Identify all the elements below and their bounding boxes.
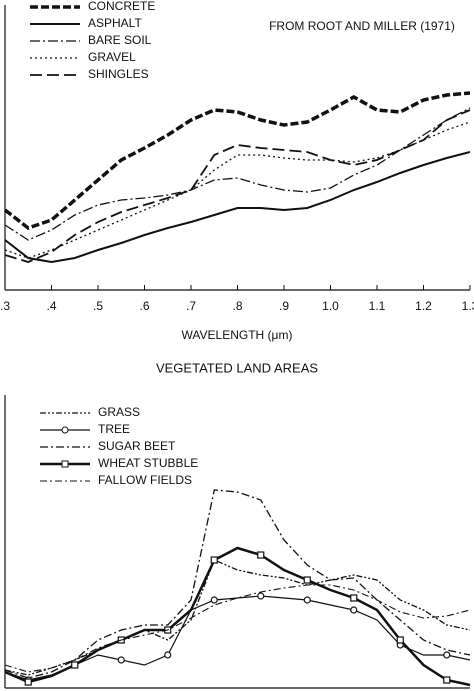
line-series: [4, 107, 471, 241]
x-tick-label: .8: [232, 299, 242, 313]
marker: [443, 676, 451, 684]
marker: [210, 596, 218, 604]
line-series: [4, 151, 471, 264]
x-tick-label: .9: [279, 299, 289, 313]
legend-label: ASPHALT: [88, 16, 142, 30]
x-tick-label: .5: [93, 299, 103, 313]
legend-label: CONCRETE: [88, 0, 155, 13]
legend-label: SHINGLES: [88, 67, 149, 81]
marker: [350, 606, 358, 614]
marker: [396, 636, 404, 644]
marker: [303, 596, 311, 604]
legend-marker: [61, 426, 69, 434]
marker: [257, 592, 265, 600]
legend-label: WHEAT STUBBLE: [98, 456, 198, 470]
legend-label: GRAVEL: [88, 50, 136, 64]
legend-marker: [61, 460, 69, 468]
legend-label: TREE: [98, 422, 130, 436]
marker: [257, 551, 265, 559]
marker: [303, 576, 311, 584]
marker: [24, 678, 32, 686]
marker: [71, 661, 79, 669]
x-tick-label: .3: [0, 299, 10, 313]
x-tick-label: 1.0: [322, 299, 339, 313]
x-tick-label: .7: [186, 299, 196, 313]
marker: [443, 651, 451, 659]
marker: [210, 556, 218, 564]
legend-label: GRASS: [98, 405, 140, 419]
legend-label: FALLOW FIELDS: [98, 473, 192, 487]
line-series: [4, 584, 471, 673]
marker: [350, 594, 358, 602]
line-series: [4, 109, 471, 263]
x-tick-label: 1.2: [415, 299, 432, 313]
x-tick-label: .6: [139, 299, 149, 313]
line-series: [4, 595, 471, 681]
line-series: [4, 489, 471, 679]
marker: [164, 651, 172, 659]
x-tick-label: .4: [46, 299, 56, 313]
x-tick-label: 1.3: [462, 299, 474, 313]
x-tick-label: 1.1: [369, 299, 386, 313]
line-series: [4, 559, 471, 676]
marker: [117, 656, 125, 664]
legend-label: BARE SOIL: [88, 33, 152, 47]
line-series: [4, 546, 471, 687]
line-series: [3, 91, 471, 230]
legend-label: SUGAR BEET: [98, 439, 176, 453]
line-series: [4, 121, 471, 259]
annotation: FROM ROOT AND MILLER (1971): [269, 19, 455, 33]
chart-title: VEGETATED LAND AREAS: [156, 360, 318, 375]
x-axis-label: WAVELENGTH (μm): [182, 328, 293, 342]
